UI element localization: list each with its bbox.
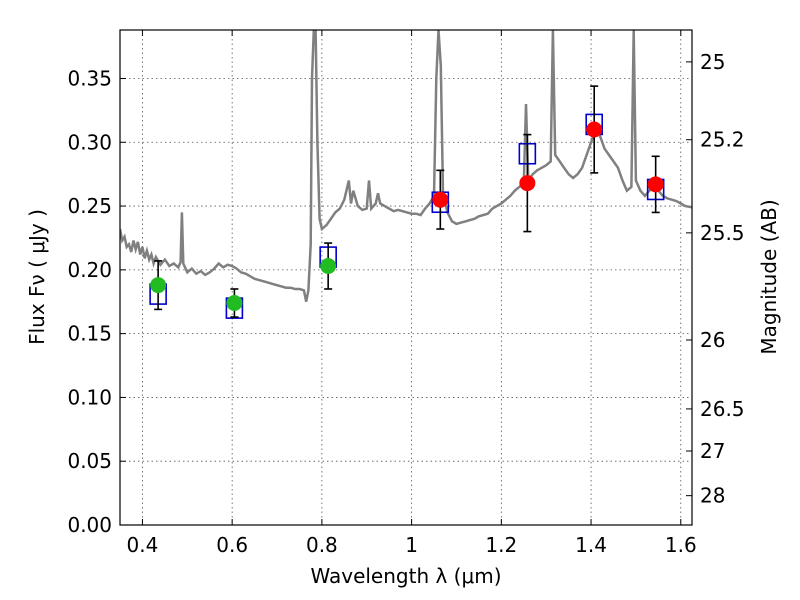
nir-obs-point	[586, 121, 603, 138]
x-tick-label: 0.4	[127, 533, 159, 557]
y2-tick-label: 26.5	[700, 397, 745, 421]
y2-tick-label: 27	[700, 439, 725, 463]
y-axis-title: Flux Fν ( μJy )	[25, 209, 49, 345]
plot-frame	[119, 29, 693, 526]
y2-tick-label: 26	[700, 328, 725, 352]
error-bars	[154, 85, 660, 318]
optical-obs-point	[226, 295, 243, 312]
model-spectrum-line	[120, 30, 692, 302]
data-layer	[120, 30, 692, 319]
x-tick-label: 0.8	[306, 533, 338, 557]
optical-obs-point	[320, 258, 337, 275]
nir-obs-point	[432, 191, 449, 208]
y-tick-label: 0.10	[67, 385, 112, 409]
x-tick-label: 1	[405, 533, 418, 557]
x-tick-label: 1.2	[485, 533, 517, 557]
grid-lines	[120, 30, 692, 525]
y2-tick-label: 25.2	[700, 128, 745, 152]
axis-ticks	[120, 30, 692, 526]
y2-tick-label: 25.5	[700, 221, 745, 245]
y-tick-label: 0.15	[67, 322, 112, 346]
x-tick-label: 1.4	[575, 533, 607, 557]
tick-labels: 0.4 0.6 0.8 1 1.2 1.4 1.6 0.00 0.05 0.10 0.15 0.20 0…	[67, 50, 744, 557]
x-axis-title: Wavelength λ (μm)	[310, 564, 501, 588]
y2-axis-title: Magnitude (AB)	[757, 199, 781, 354]
y-tick-label: 0.00	[67, 513, 112, 537]
x-tick-label: 1.6	[665, 533, 697, 557]
plot-background	[120, 30, 692, 525]
nir-obs-point	[519, 175, 536, 192]
y2-tick-label: 28	[700, 484, 725, 508]
y-tick-label: 0.35	[67, 66, 112, 90]
y-tick-label: 0.20	[67, 258, 112, 282]
nir-obs-point	[647, 176, 664, 193]
y-tick-label: 0.25	[67, 194, 112, 218]
optical-obs-point	[150, 277, 167, 294]
y2-tick-label: 25	[700, 50, 725, 74]
y-tick-label: 0.30	[67, 130, 112, 154]
observed-points	[150, 121, 664, 312]
y-tick-label: 0.05	[67, 449, 112, 473]
x-tick-label: 0.6	[216, 533, 248, 557]
